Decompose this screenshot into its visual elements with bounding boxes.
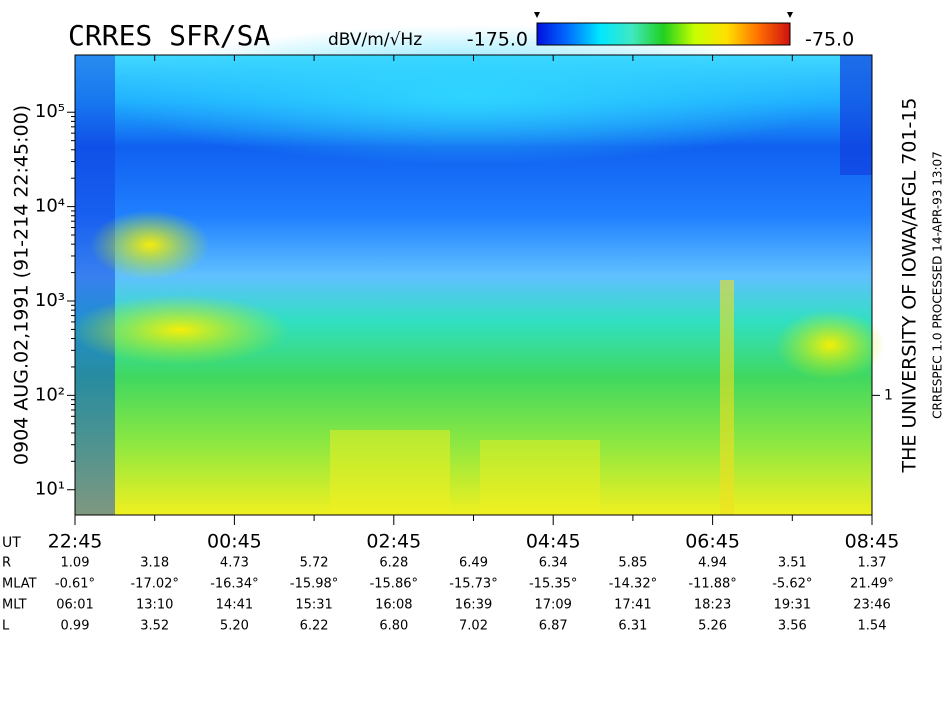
- ephemeris-cell: 6.49: [459, 556, 488, 571]
- ephemeris-cell: -5.62°: [772, 577, 812, 592]
- ephemeris-cell: 5.72: [300, 556, 329, 571]
- ephemeris-cell: 21.49°: [850, 577, 894, 592]
- ephemeris-row-label: L: [2, 619, 10, 634]
- x-tick-label: 00:45: [207, 531, 262, 553]
- colorbar-marker: [534, 12, 540, 18]
- right-caption: THE UNIVERSITY OF IOWA/AFGL 701-15: [899, 98, 921, 474]
- ephemeris-cell: 6.34: [539, 556, 568, 571]
- ephemeris-cell: 13:10: [136, 598, 173, 613]
- y-tick-label: 10²: [35, 384, 65, 405]
- ephemeris-row-label: R: [2, 556, 11, 571]
- ephemeris-cell: 15:31: [295, 598, 332, 613]
- ephemeris-cell: -16.34°: [210, 577, 258, 592]
- ephemeris-cell: 17:09: [534, 598, 571, 613]
- x-tick-label: 06:45: [685, 531, 740, 553]
- ephemeris-cell: 1.09: [61, 556, 90, 571]
- ephemeris-cell: 19:31: [774, 598, 811, 613]
- ephemeris-cell: 6.31: [618, 619, 647, 634]
- ephemeris-cell: -0.61°: [55, 577, 95, 592]
- ephemeris-row-label: MLAT: [2, 577, 37, 592]
- colorbar-min: -175.0: [467, 29, 528, 51]
- y-tick-label: 10⁴: [35, 196, 65, 217]
- ephemeris-cell: 3.52: [140, 619, 169, 634]
- ephemeris-cell: 5.20: [220, 619, 249, 634]
- ephemeris-cell: 6.87: [539, 619, 568, 634]
- colorbar-marker: [787, 12, 793, 18]
- y-tick-label: 10¹: [35, 479, 65, 500]
- ephemeris-cell: -15.73°: [449, 577, 497, 592]
- y-tick-label: 10³: [35, 290, 65, 311]
- right-subcaption: CRRESPEC 1.0 PROCESSED 14-APR-93 13:07: [931, 151, 945, 419]
- ephemeris-cell: 3.56: [778, 619, 807, 634]
- colorbar-label: dBV/m/√Hz: [328, 30, 422, 50]
- ephemeris-cell: -15.86°: [370, 577, 418, 592]
- ephemeris-cell: 16:08: [375, 598, 412, 613]
- spectrogram-image: [70, 25, 885, 515]
- ephemeris-cell: 4.94: [698, 556, 727, 571]
- ephemeris-cell: 5.85: [618, 556, 647, 571]
- ephemeris-cell: 06:01: [56, 598, 93, 613]
- chart-title: CRRES SFR/SA: [68, 19, 270, 52]
- x-tick-label: 02:45: [366, 531, 421, 553]
- y-tick-label: 10⁵: [35, 101, 65, 122]
- ephemeris-cell: 6.28: [379, 556, 408, 571]
- x-tick-label: 08:45: [845, 531, 900, 553]
- ephemeris-cell: 7.02: [459, 619, 488, 634]
- ephemeris-row-label: MLT: [2, 598, 27, 613]
- ephemeris-cell: 3.51: [778, 556, 807, 571]
- x-tick-label: 04:45: [526, 531, 581, 553]
- ephemeris-cell: -15.35°: [529, 577, 577, 592]
- ephemeris-cell: -11.88°: [688, 577, 736, 592]
- colorbar: [536, 22, 791, 46]
- ephemeris-cell: 17:41: [614, 598, 651, 613]
- ephemeris-cell: 3.18: [140, 556, 169, 571]
- x-axis-label: UT: [2, 535, 21, 551]
- ephemeris-cell: 16:39: [455, 598, 492, 613]
- ephemeris-cell: 23:46: [853, 598, 890, 613]
- ephemeris-cell: 1.54: [858, 619, 887, 634]
- ephemeris-cell: 6.80: [379, 619, 408, 634]
- y2-tick-label: 1: [884, 387, 893, 403]
- ephemeris-cell: 0.99: [61, 619, 90, 634]
- x-tick-label: 22:45: [48, 531, 103, 553]
- ephemeris-cell: -14.32°: [609, 577, 657, 592]
- ephemeris-cell: 5.26: [698, 619, 727, 634]
- ephemeris-cell: -15.98°: [290, 577, 338, 592]
- ephemeris-cell: 4.73: [220, 556, 249, 571]
- ephemeris-cell: 14:41: [216, 598, 253, 613]
- ephemeris-cell: 1.37: [858, 556, 887, 571]
- ephemeris-cell: -17.02°: [130, 577, 178, 592]
- colorbar-max: -75.0: [805, 29, 854, 51]
- ephemeris-cell: 6.22: [300, 619, 329, 634]
- left-caption: 0904 AUG.02,1991 (91-214 22:45:00): [11, 105, 33, 465]
- ephemeris-cell: 18:23: [694, 598, 731, 613]
